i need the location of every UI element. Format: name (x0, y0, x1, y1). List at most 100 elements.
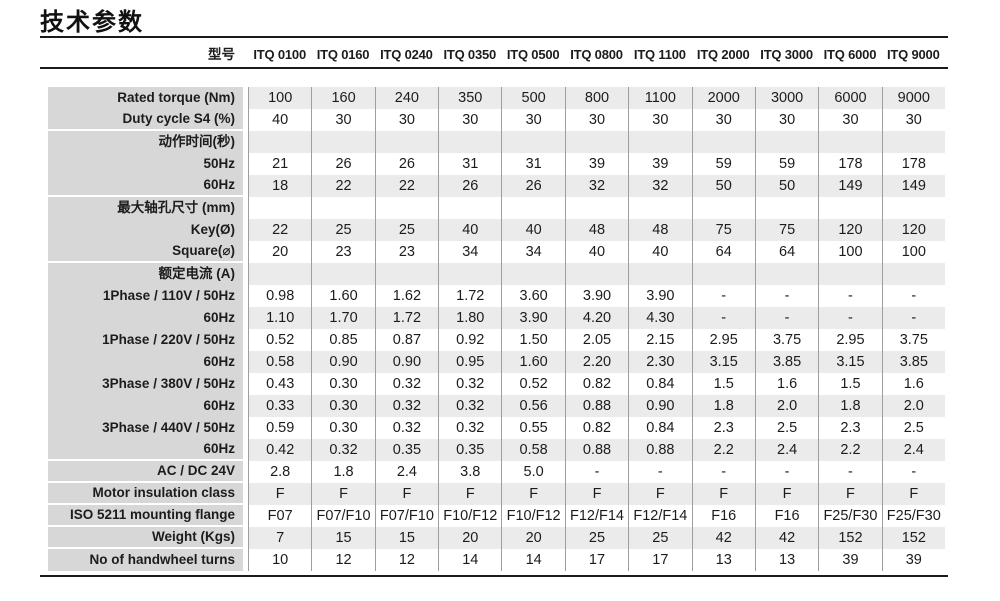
table-cell: 34 (501, 241, 564, 263)
table-cell: 2.2 (691, 439, 755, 461)
table-cell: 2.20 (564, 351, 629, 373)
table-cell: F (248, 483, 312, 505)
table-cell (564, 263, 629, 285)
table-cell: 100 (818, 241, 881, 263)
table-cell: 20 (501, 527, 565, 549)
table-cell: 22 (248, 219, 312, 241)
table-cell: 100 (248, 87, 312, 109)
table-cell: 2.8 (248, 461, 311, 483)
table-cell: 30 (564, 109, 628, 131)
table-cell: F (818, 483, 882, 505)
table-cell: 30 (754, 109, 818, 131)
column-header-model: ITQ 0800 (570, 47, 623, 62)
table-cell: 30 (818, 109, 881, 131)
table-cell (691, 197, 755, 219)
table-cell: 31 (501, 153, 564, 175)
table-cell: 0.32 (438, 373, 501, 395)
table-row-label: 60Hz (48, 175, 243, 197)
table-cell: - (754, 285, 818, 307)
table-cell: 42 (691, 527, 755, 549)
table-cell: 3.60 (501, 285, 564, 307)
table-cell: 1.62 (374, 285, 438, 307)
table-cell (311, 131, 375, 153)
table-row-label: Square(⌀) (48, 241, 243, 263)
table-cell: - (881, 285, 945, 307)
table-cell: 2000 (691, 87, 755, 109)
table-cell: 3.75 (754, 329, 818, 351)
table-cell: 0.35 (374, 439, 439, 461)
table-cell: 152 (818, 527, 882, 549)
table-cell: - (881, 307, 945, 329)
table-cell: - (818, 461, 881, 483)
table-cell: F (691, 483, 755, 505)
column-header-model: ITQ 2000 (696, 47, 750, 62)
table-cell: 59 (754, 153, 818, 175)
table-cell: 40 (501, 219, 565, 241)
table-cell: 22 (311, 175, 375, 197)
table-cell: 26 (374, 153, 438, 175)
table-cell: 240 (374, 87, 439, 109)
table-cell: 120 (818, 219, 882, 241)
table-cell: 0.43 (248, 373, 311, 395)
table-row-label: Weight (Kgs) (48, 527, 243, 549)
table-cell: 2.3 (691, 417, 755, 439)
table-cell (564, 197, 628, 219)
table-cell: 0.32 (438, 417, 501, 439)
table-cell (628, 197, 691, 219)
table-cell: 0.82 (564, 373, 628, 395)
table-cell: 0.90 (374, 351, 439, 373)
table-cell: 50 (691, 175, 755, 197)
table-cell: F10/F12 (438, 505, 501, 527)
table-cell: 1.6 (754, 373, 818, 395)
table-cell: F25/F30 (881, 505, 945, 527)
table-cell: 1.70 (311, 307, 375, 329)
table-cell (311, 197, 374, 219)
table-cell: 1100 (628, 87, 692, 109)
table-cell: 3.8 (438, 461, 501, 483)
table-cell: 0.88 (564, 395, 629, 417)
table-cell: 1.6 (881, 373, 945, 395)
table-cell: 5.0 (501, 461, 564, 483)
table-cell: 59 (691, 153, 755, 175)
column-header-model: ITQ 1100 (633, 47, 686, 62)
table-cell: 9000 (881, 87, 945, 109)
table-cell (754, 197, 818, 219)
table-cell: 1.60 (311, 285, 374, 307)
table-cell (564, 131, 629, 153)
table-cell: 64 (754, 241, 818, 263)
table-cell: 0.87 (374, 329, 438, 351)
table-cell (818, 197, 881, 219)
table-cell (881, 131, 945, 153)
table-cell: 800 (564, 87, 629, 109)
table-cell: 32 (564, 175, 629, 197)
table-cell: 10 (248, 549, 311, 571)
table-cell: F (628, 483, 692, 505)
table-cell: 22 (374, 175, 439, 197)
table-cell: F07/F10 (374, 505, 438, 527)
table-cell: 4.20 (564, 307, 629, 329)
page-title: 技术参数 (40, 9, 144, 36)
table-cell: 13 (754, 549, 818, 571)
table-cell (881, 197, 945, 219)
column-header-model: ITQ 0160 (316, 47, 370, 62)
table-cell: 3.85 (754, 351, 819, 373)
table-cell: 2.95 (818, 329, 881, 351)
table-cell: 17 (564, 549, 628, 571)
table-cell: 3.90 (501, 307, 565, 329)
table-cell: 0.84 (628, 373, 691, 395)
table-cell: 39 (881, 549, 945, 571)
table-cell: 3.90 (628, 285, 691, 307)
section-row-label: 额定电流 (A) (48, 263, 243, 285)
table-cell: 0.32 (311, 439, 375, 461)
table-row-label: 1Phase / 220V / 50Hz (48, 329, 243, 351)
table-cell: 14 (501, 549, 564, 571)
spec-table-body: Rated torque (Nm) 100 160 240 350 500 800 1100 2… (48, 87, 945, 571)
header-divider (40, 67, 948, 69)
table-cell (248, 197, 311, 219)
table-cell: 64 (691, 241, 755, 263)
table-cell: 40 (438, 219, 502, 241)
table-cell: 15 (374, 527, 439, 549)
table-cell: F (438, 483, 502, 505)
table-cell (248, 131, 312, 153)
table-cell (311, 263, 375, 285)
